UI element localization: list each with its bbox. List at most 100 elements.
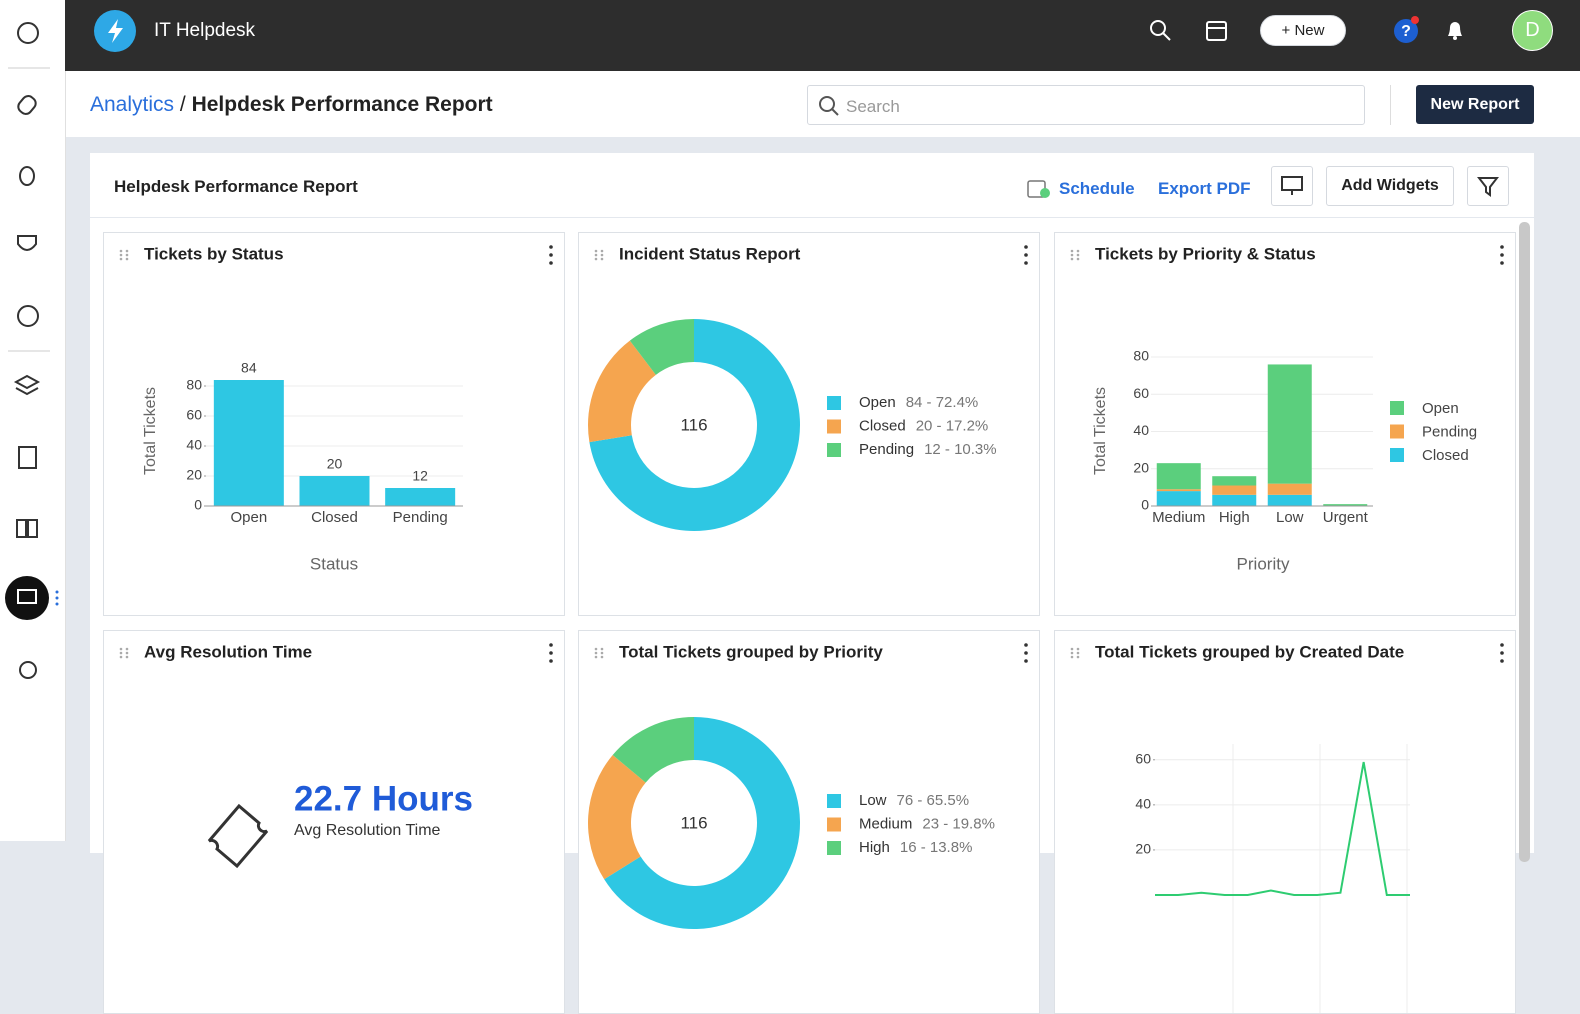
icon-solutions[interactable]: [16, 519, 38, 538]
new-button[interactable]: + New: [1260, 15, 1346, 46]
drag-handle: [1070, 655, 1074, 659]
icon-tickets[interactable]: [16, 94, 38, 117]
widget-card: Tickets by Status 0 20 40 60 80 84 Open 20 Closed…: [103, 232, 565, 616]
menu-dot: [1500, 245, 1504, 249]
y-tick-label: 0: [194, 497, 202, 513]
donut-slice: [612, 717, 694, 783]
schedule-icon: [1027, 180, 1050, 198]
export-link[interactable]: Export PDF: [1158, 179, 1251, 198]
donut-total: 116: [680, 813, 707, 832]
legend-entry: High 16 - 13.8%: [859, 839, 972, 856]
legend-name: Closed: [859, 417, 906, 434]
help-icon[interactable]: ?: [1391, 14, 1421, 44]
search-box-icon: [819, 96, 839, 116]
menu-dot: [1500, 253, 1504, 257]
icon-dashboard[interactable]: [17, 22, 39, 44]
value-label: 12: [412, 468, 428, 484]
icon-analytics-active[interactable]: [5, 576, 49, 620]
icon-problems[interactable]: [19, 166, 35, 186]
legend-value: 76 - 65.5%: [897, 792, 970, 809]
drag-handle: [594, 655, 598, 659]
menu-dot: [549, 253, 553, 257]
calendar-icon[interactable]: [1205, 18, 1229, 42]
drag-handle: [125, 655, 129, 659]
y-tick-label: 40: [1135, 796, 1151, 812]
bar-segment: [1156, 489, 1201, 492]
y-tick-label: 0: [1141, 497, 1149, 513]
x-tick-label: Closed: [311, 509, 358, 526]
menu-dot: [549, 651, 553, 655]
top-bar: IT Helpdesk + New ? D: [65, 0, 1580, 71]
x-axis-title: Priority: [1237, 554, 1290, 573]
widget-title: Total Tickets grouped by Priority: [619, 642, 883, 661]
bell-icon[interactable]: [1444, 18, 1466, 42]
x-tick-label: Urgent: [1323, 509, 1369, 526]
drag-handle: [594, 249, 598, 253]
widget-title: Total Tickets grouped by Created Date: [1095, 642, 1404, 661]
bar-segment: [1212, 494, 1257, 506]
widget-card: Total Tickets grouped by Priority Low 76 -…: [578, 630, 1040, 1014]
icon-settings[interactable]: [19, 661, 37, 679]
drag-handle: [600, 655, 604, 659]
icon-assets[interactable]: [13, 374, 41, 396]
sidebar: [0, 0, 66, 841]
x-tick-label: High: [1219, 509, 1250, 526]
legend-value: 23 - 19.8%: [922, 815, 995, 832]
drag-handle: [119, 257, 123, 261]
present-button[interactable]: [1271, 166, 1313, 206]
breadcrumb-parent[interactable]: Analytics: [90, 93, 175, 116]
line-series: [1155, 761, 1410, 896]
sidebar-icons: [5, 22, 59, 679]
scrollbar[interactable]: [1519, 222, 1530, 862]
menu-dot: [1500, 643, 1504, 647]
legend-swatch: [827, 443, 841, 457]
icon-releases[interactable]: [17, 305, 39, 327]
new-report-button[interactable]: New Report: [1416, 85, 1534, 124]
drag-handle: [600, 257, 604, 261]
y-tick-label: 40: [186, 437, 202, 453]
menu-dot: [549, 659, 553, 663]
metric-caption: Avg Resolution Time: [294, 822, 441, 839]
icon-changes[interactable]: [17, 235, 37, 251]
ticket-icon: [207, 803, 269, 869]
avatar[interactable]: D: [1512, 10, 1553, 51]
app-logo[interactable]: [93, 9, 137, 53]
drag-handle: [1070, 651, 1074, 655]
y-axis-title: Total Tickets: [142, 387, 159, 475]
search-icon[interactable]: [1148, 18, 1174, 44]
x-axis-title: Status: [310, 554, 358, 573]
drag-handle: [594, 257, 598, 261]
x-tick-label: Medium: [1152, 509, 1205, 526]
bar: [299, 476, 370, 506]
widget-card: Total Tickets grouped by Created Date 20 4…: [1054, 630, 1516, 1014]
legend-name: Low: [859, 792, 887, 809]
widget-card: Tickets by Priority & Status 0 20 40 60 80 Med…: [1054, 232, 1516, 616]
widget-chart: Tickets by Status 0 20 40 60 80 84 Open 20 Closed…: [119, 244, 553, 573]
drag-handle: [1070, 257, 1074, 261]
bar-segment: [1212, 485, 1257, 495]
legend-label: Open: [1422, 400, 1459, 417]
y-axis-title: Total Tickets: [1092, 387, 1109, 475]
x-tick-label: Open: [230, 509, 267, 526]
legend-entry: Medium 23 - 19.8%: [859, 815, 995, 832]
bar-segment: [1267, 494, 1312, 506]
schedule-link[interactable]: Schedule: [1059, 179, 1135, 198]
legend-entry: Open 84 - 72.4%: [859, 394, 978, 411]
menu-dot: [1024, 659, 1028, 663]
menu-dot: [549, 643, 553, 647]
menu-dot: [1024, 245, 1028, 249]
bar: [385, 488, 456, 506]
legend-entry: Closed 20 - 17.2%: [859, 417, 988, 434]
add-widgets-button[interactable]: Add Widgets: [1326, 166, 1454, 206]
drag-handle: [594, 647, 598, 651]
legend-label: Closed: [1422, 447, 1469, 464]
filter-button[interactable]: [1467, 166, 1509, 206]
menu-dot: [549, 245, 553, 249]
icon-contracts[interactable]: [18, 446, 37, 469]
search-box[interactable]: Search: [807, 85, 1365, 125]
menu-dot: [1024, 643, 1028, 647]
drag-handle: [119, 651, 123, 655]
drag-handle: [600, 651, 604, 655]
widget-title: Tickets by Priority & Status: [1095, 244, 1316, 263]
